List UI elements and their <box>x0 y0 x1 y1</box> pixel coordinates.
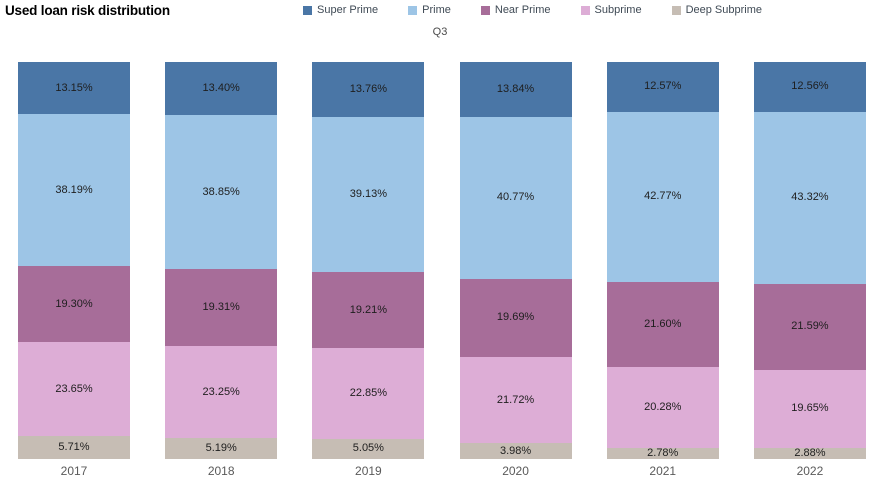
bar-segment-super-prime-2022[interactable]: 12.56% <box>753 62 866 112</box>
data-label-deep-subprime-2019: 5.05% <box>352 442 384 455</box>
bar-segment-prime-2022[interactable]: 43.32% <box>753 111 866 284</box>
data-label-near-prime-2021: 21.60% <box>644 318 682 331</box>
legend-item-near-prime[interactable]: Near Prime <box>480 4 551 16</box>
bar-segment-deep-subprime-2019[interactable]: 5.05% <box>312 438 425 459</box>
bar-segment-near-prime-2020[interactable]: 19.69% <box>459 278 572 357</box>
bar-2022: 12.56% 43.32% 21.59% 19.65% 2.88% <box>753 62 866 459</box>
data-label-near-prime-2022: 21.59% <box>791 320 829 333</box>
x-axis: 2017 2018 2019 2020 2021 2022 <box>18 464 866 478</box>
legend-item-deep-subprime[interactable]: Deep Subprime <box>671 4 763 16</box>
bar-segment-near-prime-2019[interactable]: 19.21% <box>312 271 425 349</box>
x-axis-label-2017: 2017 <box>60 464 88 478</box>
plot-area: 13.15% 38.19% 19.30% 23.65% 5.71% 13.40% 38.85… <box>18 62 866 459</box>
x-axis-label-2022: 2022 <box>796 464 824 478</box>
bar-2020: 13.84% 40.77% 19.69% 21.72% 3.98% <box>459 62 572 459</box>
data-label-near-prime-2017: 19.30% <box>55 297 93 310</box>
x-axis-label-2018: 2018 <box>207 464 235 478</box>
data-label-deep-subprime-2022: 2.88% <box>794 446 826 459</box>
x-axis-label-2019: 2019 <box>355 464 382 478</box>
x-axis-label-2020: 2020 <box>502 464 529 478</box>
bar-segment-deep-subprime-2022[interactable]: 2.88% <box>753 446 866 459</box>
data-label-subprime-2020: 21.72% <box>496 393 535 406</box>
legend-item-label: Prime <box>422 4 451 16</box>
bar-segment-deep-subprime-2021[interactable]: 2.78% <box>606 446 719 459</box>
data-label-super-prime-2019: 13.76% <box>349 82 388 95</box>
data-label-super-prime-2020: 13.84% <box>496 82 535 95</box>
data-label-deep-subprime-2017: 5.71% <box>58 441 90 454</box>
bar-segment-prime-2021[interactable]: 42.77% <box>606 111 719 282</box>
data-label-deep-subprime-2020: 3.98% <box>499 444 532 457</box>
data-label-prime-2022: 43.32% <box>791 191 829 204</box>
legend-item-label: Super Prime <box>317 4 379 16</box>
bar-segment-super-prime-2019[interactable]: 13.76% <box>312 62 425 117</box>
x-axis-label-2021: 2021 <box>649 464 677 478</box>
data-label-subprime-2021: 20.28% <box>644 401 682 414</box>
data-label-super-prime-2018: 13.40% <box>202 82 240 95</box>
legend-color-chip <box>671 5 681 15</box>
bar-segment-prime-2019[interactable]: 39.13% <box>312 116 425 272</box>
data-label-prime-2017: 38.19% <box>55 183 93 196</box>
legend-item-label: Near Prime <box>494 4 551 16</box>
data-label-subprime-2018: 23.25% <box>202 385 240 398</box>
bar-segment-prime-2020[interactable]: 40.77% <box>459 116 572 279</box>
legend-item-subprime[interactable]: Subprime <box>580 4 642 16</box>
data-label-prime-2018: 38.85% <box>202 185 240 198</box>
data-label-prime-2021: 42.77% <box>644 190 682 203</box>
legend: Super Prime Prime Near Prime Subprime Deep S… <box>303 4 762 16</box>
data-label-subprime-2022: 19.65% <box>791 402 829 415</box>
bar-segment-super-prime-2021[interactable]: 12.57% <box>606 62 719 112</box>
legend-color-chip <box>303 5 312 15</box>
data-label-near-prime-2020: 19.69% <box>496 311 535 324</box>
legend-color-chip <box>480 5 490 15</box>
legend-item-super-prime[interactable]: Super Prime <box>303 4 378 16</box>
bar-segment-super-prime-2020[interactable]: 13.84% <box>459 62 572 117</box>
legend-item-prime[interactable]: Prime <box>408 4 451 16</box>
legend-item-label: Subprime <box>594 4 642 16</box>
bar-segment-subprime-2020[interactable]: 21.72% <box>459 356 572 444</box>
bar-2018: 13.40% 38.85% 19.31% 23.25% 5.19% <box>165 62 278 459</box>
data-label-super-prime-2021: 12.57% <box>644 80 682 93</box>
bar-segment-subprime-2022[interactable]: 19.65% <box>753 369 866 448</box>
bar-segment-subprime-2018[interactable]: 23.25% <box>165 346 278 439</box>
bar-2017: 13.15% 38.19% 19.30% 23.65% 5.71% <box>18 62 130 459</box>
data-label-super-prime-2017: 13.15% <box>55 81 93 94</box>
bar-segment-deep-subprime-2017[interactable]: 5.71% <box>18 436 130 459</box>
bar-segment-prime-2018[interactable]: 38.85% <box>165 115 278 270</box>
data-label-subprime-2017: 23.65% <box>55 382 93 395</box>
legend-color-chip <box>580 5 590 15</box>
bar-segment-subprime-2019[interactable]: 22.85% <box>312 348 425 439</box>
bar-segment-near-prime-2022[interactable]: 21.59% <box>753 283 866 370</box>
bar-segment-deep-subprime-2020[interactable]: 3.98% <box>459 443 572 459</box>
legend-color-chip <box>408 5 418 15</box>
chart-subtitle: Q3 <box>432 26 448 38</box>
bar-segment-deep-subprime-2018[interactable]: 5.19% <box>165 438 278 459</box>
data-label-near-prime-2019: 19.21% <box>349 303 388 316</box>
data-label-deep-subprime-2021: 2.78% <box>647 446 679 459</box>
data-label-subprime-2019: 22.85% <box>349 387 388 400</box>
chart-title: Used loan risk distribution <box>5 3 170 18</box>
data-label-near-prime-2018: 19.31% <box>202 301 240 314</box>
bar-segment-subprime-2017[interactable]: 23.65% <box>18 342 130 437</box>
bar-segment-super-prime-2017[interactable]: 13.15% <box>18 62 130 115</box>
bar-segment-near-prime-2018[interactable]: 19.31% <box>165 269 278 347</box>
legend-item-label: Deep Subprime <box>685 4 763 16</box>
data-label-prime-2020: 40.77% <box>496 191 535 204</box>
bar-segment-super-prime-2018[interactable]: 13.40% <box>165 62 278 116</box>
bar-segment-prime-2017[interactable]: 38.19% <box>18 114 130 266</box>
data-label-prime-2019: 39.13% <box>349 187 388 200</box>
bar-segment-near-prime-2021[interactable]: 21.60% <box>606 281 719 368</box>
bar-segment-subprime-2021[interactable]: 20.28% <box>606 367 719 448</box>
data-label-deep-subprime-2018: 5.19% <box>205 442 237 455</box>
bar-2021: 12.57% 42.77% 21.60% 20.28% 2.78% <box>606 62 719 459</box>
bar-2019: 13.76% 39.13% 19.21% 22.85% 5.05% <box>312 62 425 459</box>
bar-segment-near-prime-2017[interactable]: 19.30% <box>18 265 130 343</box>
data-label-super-prime-2022: 12.56% <box>791 80 829 93</box>
